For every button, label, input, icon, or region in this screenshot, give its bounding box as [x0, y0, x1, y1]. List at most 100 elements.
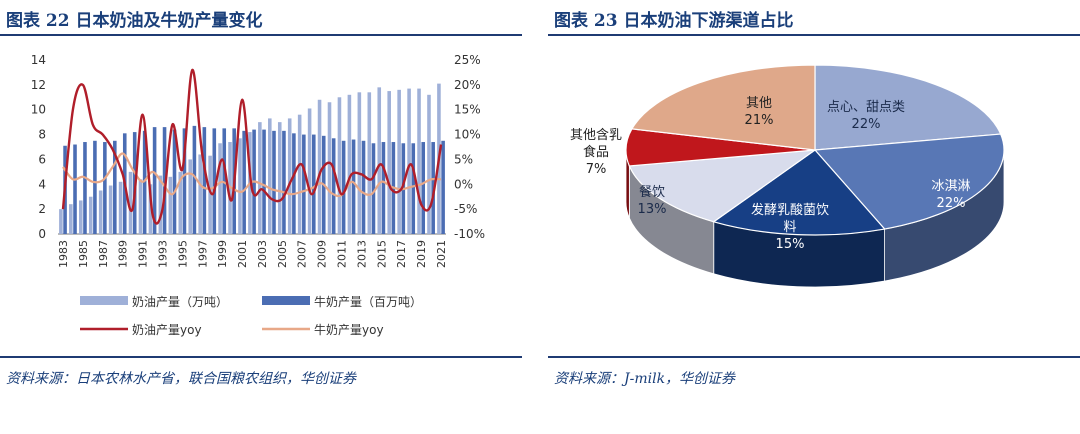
x-axis-tick-label: 2013: [355, 240, 368, 268]
pie-slice-label: 22%: [852, 117, 881, 132]
butter-production-bar: [297, 114, 302, 234]
milk-production-bar: [272, 130, 276, 234]
butter-production-bar: [337, 97, 342, 235]
butter-production-bar: [218, 143, 222, 234]
pie-slice: [814, 64, 1002, 151]
butter-production-bar: [417, 88, 421, 234]
butter-production-bar: [407, 88, 411, 234]
milk-production-bar: [172, 129, 177, 234]
legend-swatch: [262, 296, 310, 305]
milk-production-bar: [182, 128, 187, 234]
milk-production-bar: [361, 140, 366, 234]
milk-production-bar: [311, 134, 316, 234]
x-axis-tick-label: 2009: [316, 240, 329, 268]
butter-production-bar: [69, 204, 73, 234]
left-axis-tick-label: 0: [38, 227, 46, 241]
butter-production-bar: [427, 94, 431, 234]
butter-production-bar: [128, 171, 133, 234]
milk-production-bar: [202, 127, 207, 234]
legend-label: 奶油产量（万吨）: [132, 295, 228, 309]
butter-production-bar: [178, 171, 183, 234]
x-axis-tick-label: 2019: [415, 240, 428, 268]
right-axis-tick-label: -10%: [454, 227, 485, 241]
butter-production-bar: [357, 92, 362, 234]
milk-production-bar: [292, 133, 296, 234]
x-axis-tick-label: 1997: [196, 240, 209, 268]
left-axis-tick-label: 10: [31, 103, 46, 117]
left-axis-tick-label: 14: [31, 53, 46, 67]
butter-production-bar: [277, 122, 282, 234]
butter-yoy-line: [61, 68, 443, 225]
left-title-rule: [0, 34, 522, 36]
butter-production-bar: [258, 122, 262, 234]
milk-production-bar: [192, 125, 197, 234]
pie-slice-label: 其他: [746, 96, 772, 111]
butter-production-bar: [168, 176, 173, 234]
milk-production-bar: [262, 129, 266, 234]
x-axis-tick-label: 2015: [375, 240, 388, 268]
butter-production-bar: [307, 108, 312, 234]
pie-slice: [630, 64, 816, 151]
left-panel: 图表 22 日本奶油及牛奶产量变化 0 2 4 6 8 10 12 14 -10% -5% 0% 5%…: [0, 0, 522, 434]
pie-slice-label: 餐饮: [639, 184, 665, 200]
pie-slice-label: 22%: [937, 196, 966, 211]
butter-production-bar: [287, 118, 292, 234]
x-axis-tick-label: 1991: [137, 240, 150, 268]
right-axis-tick-label: 5%: [454, 152, 473, 166]
pie-slice: [813, 133, 1005, 230]
milk-production-bar: [441, 140, 445, 234]
butter-production-bar: [118, 181, 123, 234]
milk-production-bar: [411, 143, 416, 234]
right-panel: 图表 23 日本奶油下游渠道占比 点心、甜点类 22% 冰淇淋 22% 发酵乳酸菌饮料 1…: [548, 0, 1080, 434]
left-chart-title: 图表 22 日本奶油及牛奶产量变化: [6, 11, 263, 31]
butter-production-bar: [148, 184, 153, 234]
right-axis-tick-label: -5%: [454, 202, 477, 216]
pie-slice: [712, 149, 886, 236]
x-axis-tick-label: 1985: [77, 240, 90, 268]
left-axis-tick-label: 4: [38, 177, 46, 191]
x-axis-tick-label: 1999: [216, 240, 229, 268]
butter-production-bar: [108, 185, 113, 234]
milk-production-bar: [222, 128, 227, 234]
legend-label: 奶油产量yoy: [132, 323, 202, 337]
milk-production-bar: [341, 140, 346, 234]
milk-production-bar: [421, 142, 426, 234]
milk-production-bar: [142, 130, 147, 234]
milk-production-bar: [302, 134, 306, 234]
pie-slice-label: 食品: [583, 144, 609, 160]
left-axis-tick-label: 2: [38, 202, 46, 216]
milk-production-bar: [331, 138, 336, 234]
right-source-rule: [548, 356, 1080, 358]
right-axis-tick-label: 20%: [454, 78, 481, 92]
legend-label: 牛奶产量yoy: [314, 322, 384, 337]
butter-production-bar: [238, 138, 242, 234]
butter-production-bar: [208, 155, 212, 234]
left-axis-tick-label: 12: [31, 78, 46, 92]
right-title-rule: [548, 34, 1080, 36]
butter-production-bar: [188, 159, 193, 234]
legend-label: 牛奶产量（百万吨）: [314, 294, 422, 309]
right-axis-tick-label: 25%: [454, 53, 481, 67]
right-axis-tick-label: 15%: [454, 103, 481, 117]
x-axis-tick-label: 2017: [395, 240, 408, 268]
right-source-note: 资料来源：J-milk，华创证券: [554, 371, 736, 387]
butter-production-bar: [88, 196, 93, 234]
legend-swatch: [80, 296, 128, 305]
butter-production-bar: [347, 94, 352, 234]
pie-slice: [628, 149, 818, 223]
milk-production-bar: [152, 127, 157, 234]
pie-slice-label: 21%: [745, 113, 774, 128]
butter-production-bar: [317, 99, 322, 234]
milk-production-bar: [351, 139, 356, 234]
butter-production-bar: [98, 190, 103, 234]
right-axis-tick-label: 10%: [454, 128, 481, 142]
x-axis-tick-label: 2005: [276, 240, 289, 268]
milk-production-bar: [381, 142, 386, 234]
butter-production-bar: [78, 200, 83, 234]
milk-production-bar: [282, 130, 286, 234]
right-chart-title: 图表 23 日本奶油下游渠道占比: [554, 11, 794, 31]
butter-production-bar: [327, 102, 332, 234]
x-axis-tick-label: 1987: [97, 240, 110, 268]
milk-production-bar: [212, 128, 217, 234]
